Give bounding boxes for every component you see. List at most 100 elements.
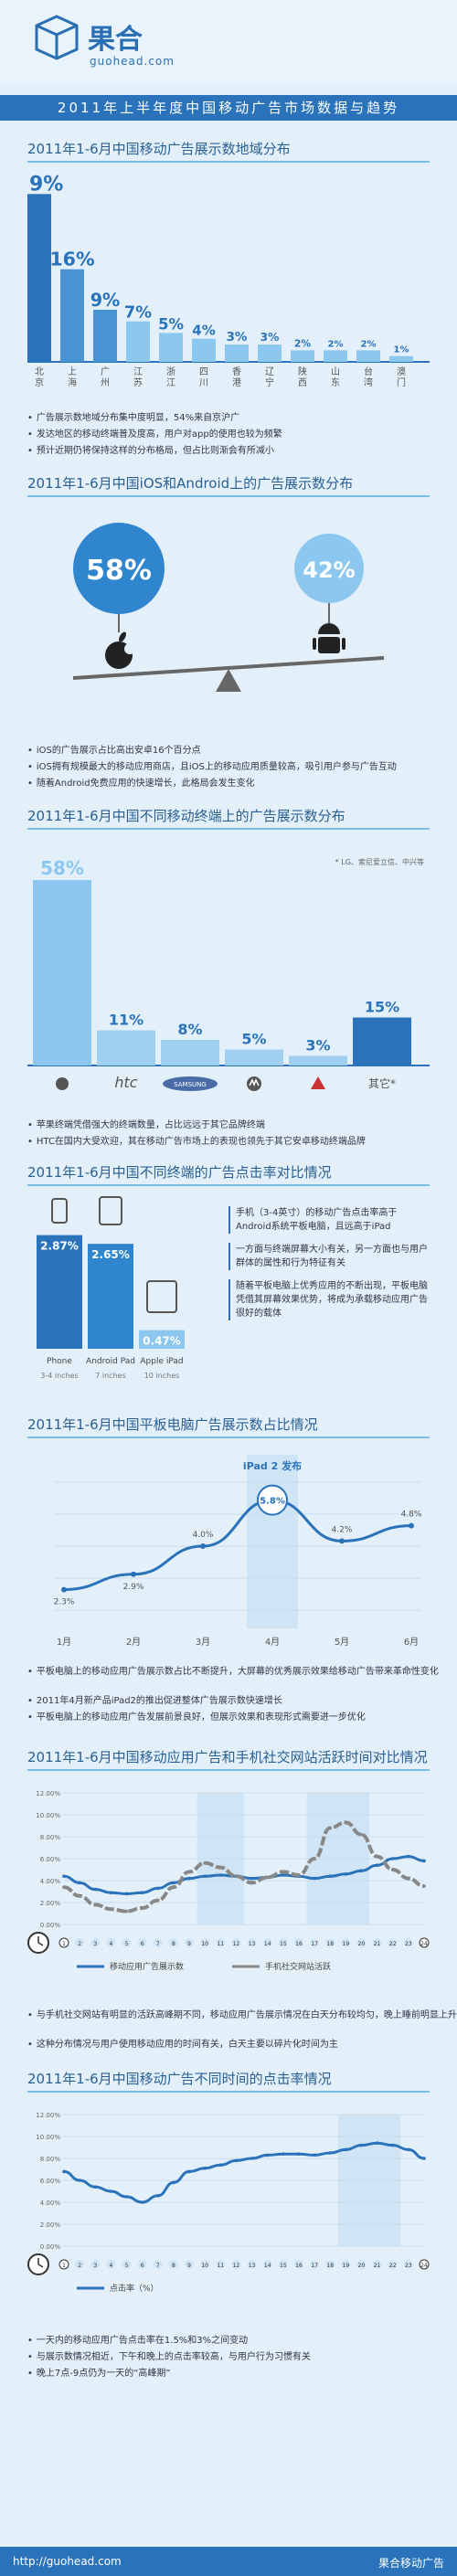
footer-url[interactable]: http://guohead.com xyxy=(13,2555,122,2568)
tick-11-b: 门 xyxy=(397,376,406,388)
apple-icon xyxy=(56,1077,69,1090)
hour-dot-8 xyxy=(185,1938,195,1947)
section5-title: 2011年1-6月中国平板电脑广告展示数占比情况 xyxy=(27,1416,318,1433)
hour-dot-10 xyxy=(216,1938,226,1947)
tick-samsung: SAMSUNG xyxy=(174,1081,207,1088)
hour-dot-12 xyxy=(247,2260,257,2269)
hour-dot-11 xyxy=(231,1938,241,1947)
bar-value-2: 9% xyxy=(90,290,121,311)
series-1-point-16 xyxy=(313,1857,316,1860)
section4-divider xyxy=(27,1184,430,1186)
hour-dot-15 xyxy=(293,2260,303,2269)
series-0-point-11 xyxy=(234,2158,239,2163)
section2-divider xyxy=(27,495,430,497)
hour-tick-18: 19 xyxy=(343,2263,350,2269)
bar-4 xyxy=(289,1055,347,1065)
tick-2-a: 广 xyxy=(101,366,110,377)
bar-value-0: 58% xyxy=(40,857,84,879)
hour-dot-6 xyxy=(153,2260,163,2269)
series-0-point-0 xyxy=(62,1874,66,1878)
tick-0-a: 北 xyxy=(35,366,44,377)
tick-4-a: 浙 xyxy=(166,366,175,377)
bar-value-0: 2.87% xyxy=(40,1240,79,1253)
value-label-4: 4.2% xyxy=(332,1525,353,1534)
hour-tick-0: 1 xyxy=(62,2263,66,2269)
point-0 xyxy=(61,1586,67,1593)
highlight-band xyxy=(247,1455,298,1628)
s4-note-3: 随着平板电脑上优秀应用的不断出现，平板电脑凭借其屏幕效果优势，将成为承载移动应用… xyxy=(228,1279,430,1320)
bar-value-9: 2% xyxy=(328,339,344,349)
s5-bullet-3: 平板电脑上的移动应用广告发展前景良好，但展示效果和表现形式需要进一步优化 xyxy=(27,1709,366,1723)
series-0-point-12 xyxy=(250,1876,254,1881)
hour-dot-17 xyxy=(325,2260,335,2269)
hour-tick-3: 4 xyxy=(109,1941,112,1947)
hour-dot-1 xyxy=(75,1938,85,1947)
size-2: 10 inches xyxy=(144,1372,180,1380)
hour-tick-14: 15 xyxy=(280,2263,287,2269)
apple-icon-bite xyxy=(124,643,135,654)
series-0-point-14 xyxy=(282,1873,285,1877)
series-0-point-5 xyxy=(140,1891,144,1894)
series-1-point-13 xyxy=(265,1875,270,1880)
series-0-point-12 xyxy=(250,2157,254,2160)
series-0-point-13 xyxy=(265,2153,270,2157)
tick-0-b: 京 xyxy=(35,376,44,388)
tick-htc: htc xyxy=(114,1074,137,1091)
s6-bullet-2: 这种分布情况与用户使用移动应用的时间有关，白天主要以碎片化时间为主 xyxy=(27,2036,338,2050)
bar-value-3: 5% xyxy=(241,1031,266,1048)
series-0-point-14 xyxy=(282,2152,285,2156)
hour-dot-9 xyxy=(200,2260,210,2269)
seesaw-beam xyxy=(72,656,385,680)
annotation: iPad 2 发布 xyxy=(243,1459,302,1472)
series-0-point-17 xyxy=(328,2151,333,2155)
hour-dot-0 xyxy=(58,2259,69,2270)
series-0-point-3 xyxy=(109,2189,113,2193)
hour-tick-22: 23 xyxy=(405,2263,412,2269)
hour-tick-21: 22 xyxy=(389,2263,397,2269)
tick-3: 4月 xyxy=(265,1637,280,1648)
bar-7 xyxy=(258,345,282,362)
series-1-point-1 xyxy=(78,1894,81,1898)
hour-tick-4: 5 xyxy=(125,2263,129,2269)
hour-tick-9: 10 xyxy=(201,1941,208,1947)
hour-tick-8: 9 xyxy=(187,1941,191,1947)
series-0-line xyxy=(63,2141,425,2204)
phone-icon xyxy=(51,1198,68,1224)
tick-other: 其它* xyxy=(368,1076,396,1090)
section7-title: 2011年1-6月中国移动广告不同时间的点击率情况 xyxy=(27,2071,332,2087)
hour-dot-4 xyxy=(122,2260,132,2269)
bar-0 xyxy=(33,880,91,1065)
hour-tick-6: 7 xyxy=(156,2263,160,2269)
android-icon-arm-r xyxy=(342,638,345,650)
series-1-point-14 xyxy=(282,1870,285,1874)
clock-icon-left-hands xyxy=(37,1936,44,1946)
series-0-point-16 xyxy=(313,2153,316,2157)
series-1-point-10 xyxy=(218,1865,223,1870)
clock-icon-left-hands xyxy=(37,2258,44,2268)
hour-tick-16: 17 xyxy=(311,2263,318,2269)
hour-dot-13 xyxy=(262,2260,272,2269)
hour-dot-8 xyxy=(185,2260,195,2269)
hour-dot-2 xyxy=(90,2260,101,2269)
tick-1-b: 海 xyxy=(68,376,77,388)
series-0-point-18 xyxy=(344,1872,348,1876)
hour-dot-9 xyxy=(200,1938,210,1947)
ios-value: 58% xyxy=(86,555,152,587)
tick-1-a: 上 xyxy=(68,366,77,377)
ytick-2: 8.00% xyxy=(40,2156,61,2163)
series-0-point-1 xyxy=(78,2178,81,2182)
series-0-point-4 xyxy=(124,2195,129,2199)
bar-4 xyxy=(159,333,183,362)
hour-dot-18 xyxy=(341,1938,351,1947)
point-4 xyxy=(339,1538,345,1544)
series-0-point-6 xyxy=(155,1886,160,1891)
ytick-3: 6.00% xyxy=(40,1856,61,1863)
hour-tick-7: 8 xyxy=(172,2263,175,2269)
hour-dot-7 xyxy=(168,2260,178,2269)
hour-dot-22 xyxy=(403,2260,413,2269)
bar-value-1: 2.65% xyxy=(91,1248,130,1261)
s1-bullet-1: 广告展示数地域分布集中度明显，54%来自京沪广 xyxy=(27,409,239,423)
region-bar-chart: 29%北京16%上海9%广州7%江苏5%浙江4%四川3%香港3%辽宁2%陕西2%… xyxy=(27,173,430,388)
value-label-5: 4.8% xyxy=(401,1511,422,1520)
section3-divider xyxy=(27,828,430,830)
